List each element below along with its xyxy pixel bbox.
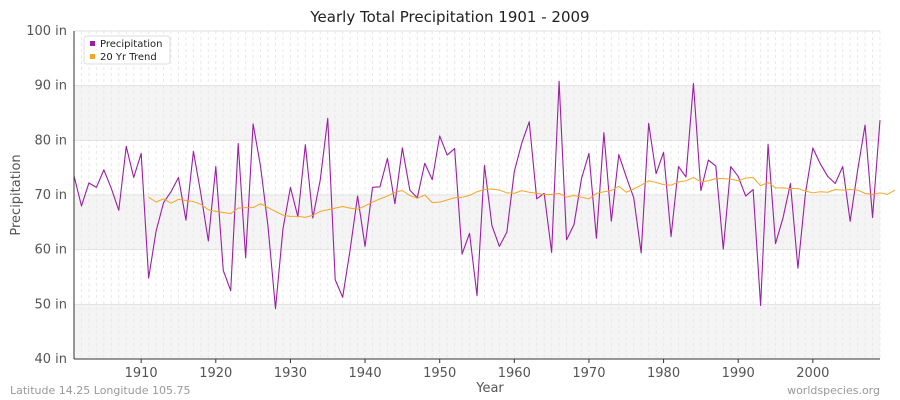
axes [73,31,880,363]
footer-source: worldspecies.org [787,384,880,397]
x-tick-label: 1980 [647,366,680,381]
y-tick-label: 80 in [34,133,67,148]
precipitation-line [73,80,881,310]
x-tick-label: 1970 [572,366,605,381]
x-tick-label: 1930 [274,366,307,381]
chart-title: Yearly Total Precipitation 1901 - 2009 [309,8,589,26]
y-axis-label: Precipitation [9,154,24,235]
y-tick-label: 40 in [34,352,67,367]
series-layer [73,80,896,310]
x-tick-label: 1920 [199,366,232,381]
trend-line [148,177,896,218]
footer-location: Latitude 14.25 Longitude 105.75 [10,384,190,397]
legend-swatch-precipitation [90,41,95,46]
x-tick-label: 2000 [796,366,829,381]
y-tick-label: 60 in [34,243,67,258]
x-tick-label: 1910 [125,366,158,381]
y-tick-label: 50 in [34,297,67,312]
legend-label-precipitation: Precipitation [100,39,163,50]
legend-label-trend: 20 Yr Trend [100,52,157,63]
x-tick-label: 1950 [423,366,456,381]
y-tick-label: 90 in [34,79,67,94]
tick-labels: 40 in 50 in 60 in 70 in 80 in 90 in 100 in 1910… [26,24,829,381]
x-tick-label: 1990 [722,366,755,381]
x-tick-label: 1940 [349,366,382,381]
legend-swatch-trend [90,54,95,59]
y-tick-label: 70 in [34,188,67,203]
grid-band [74,85,880,141]
x-tick-label: 1960 [498,366,531,381]
x-axis-label: Year [475,381,504,396]
legend: Precipitation 20 Yr Trend [83,35,171,65]
y-tick-label: 100 in [26,24,67,39]
legend-box [83,35,171,65]
